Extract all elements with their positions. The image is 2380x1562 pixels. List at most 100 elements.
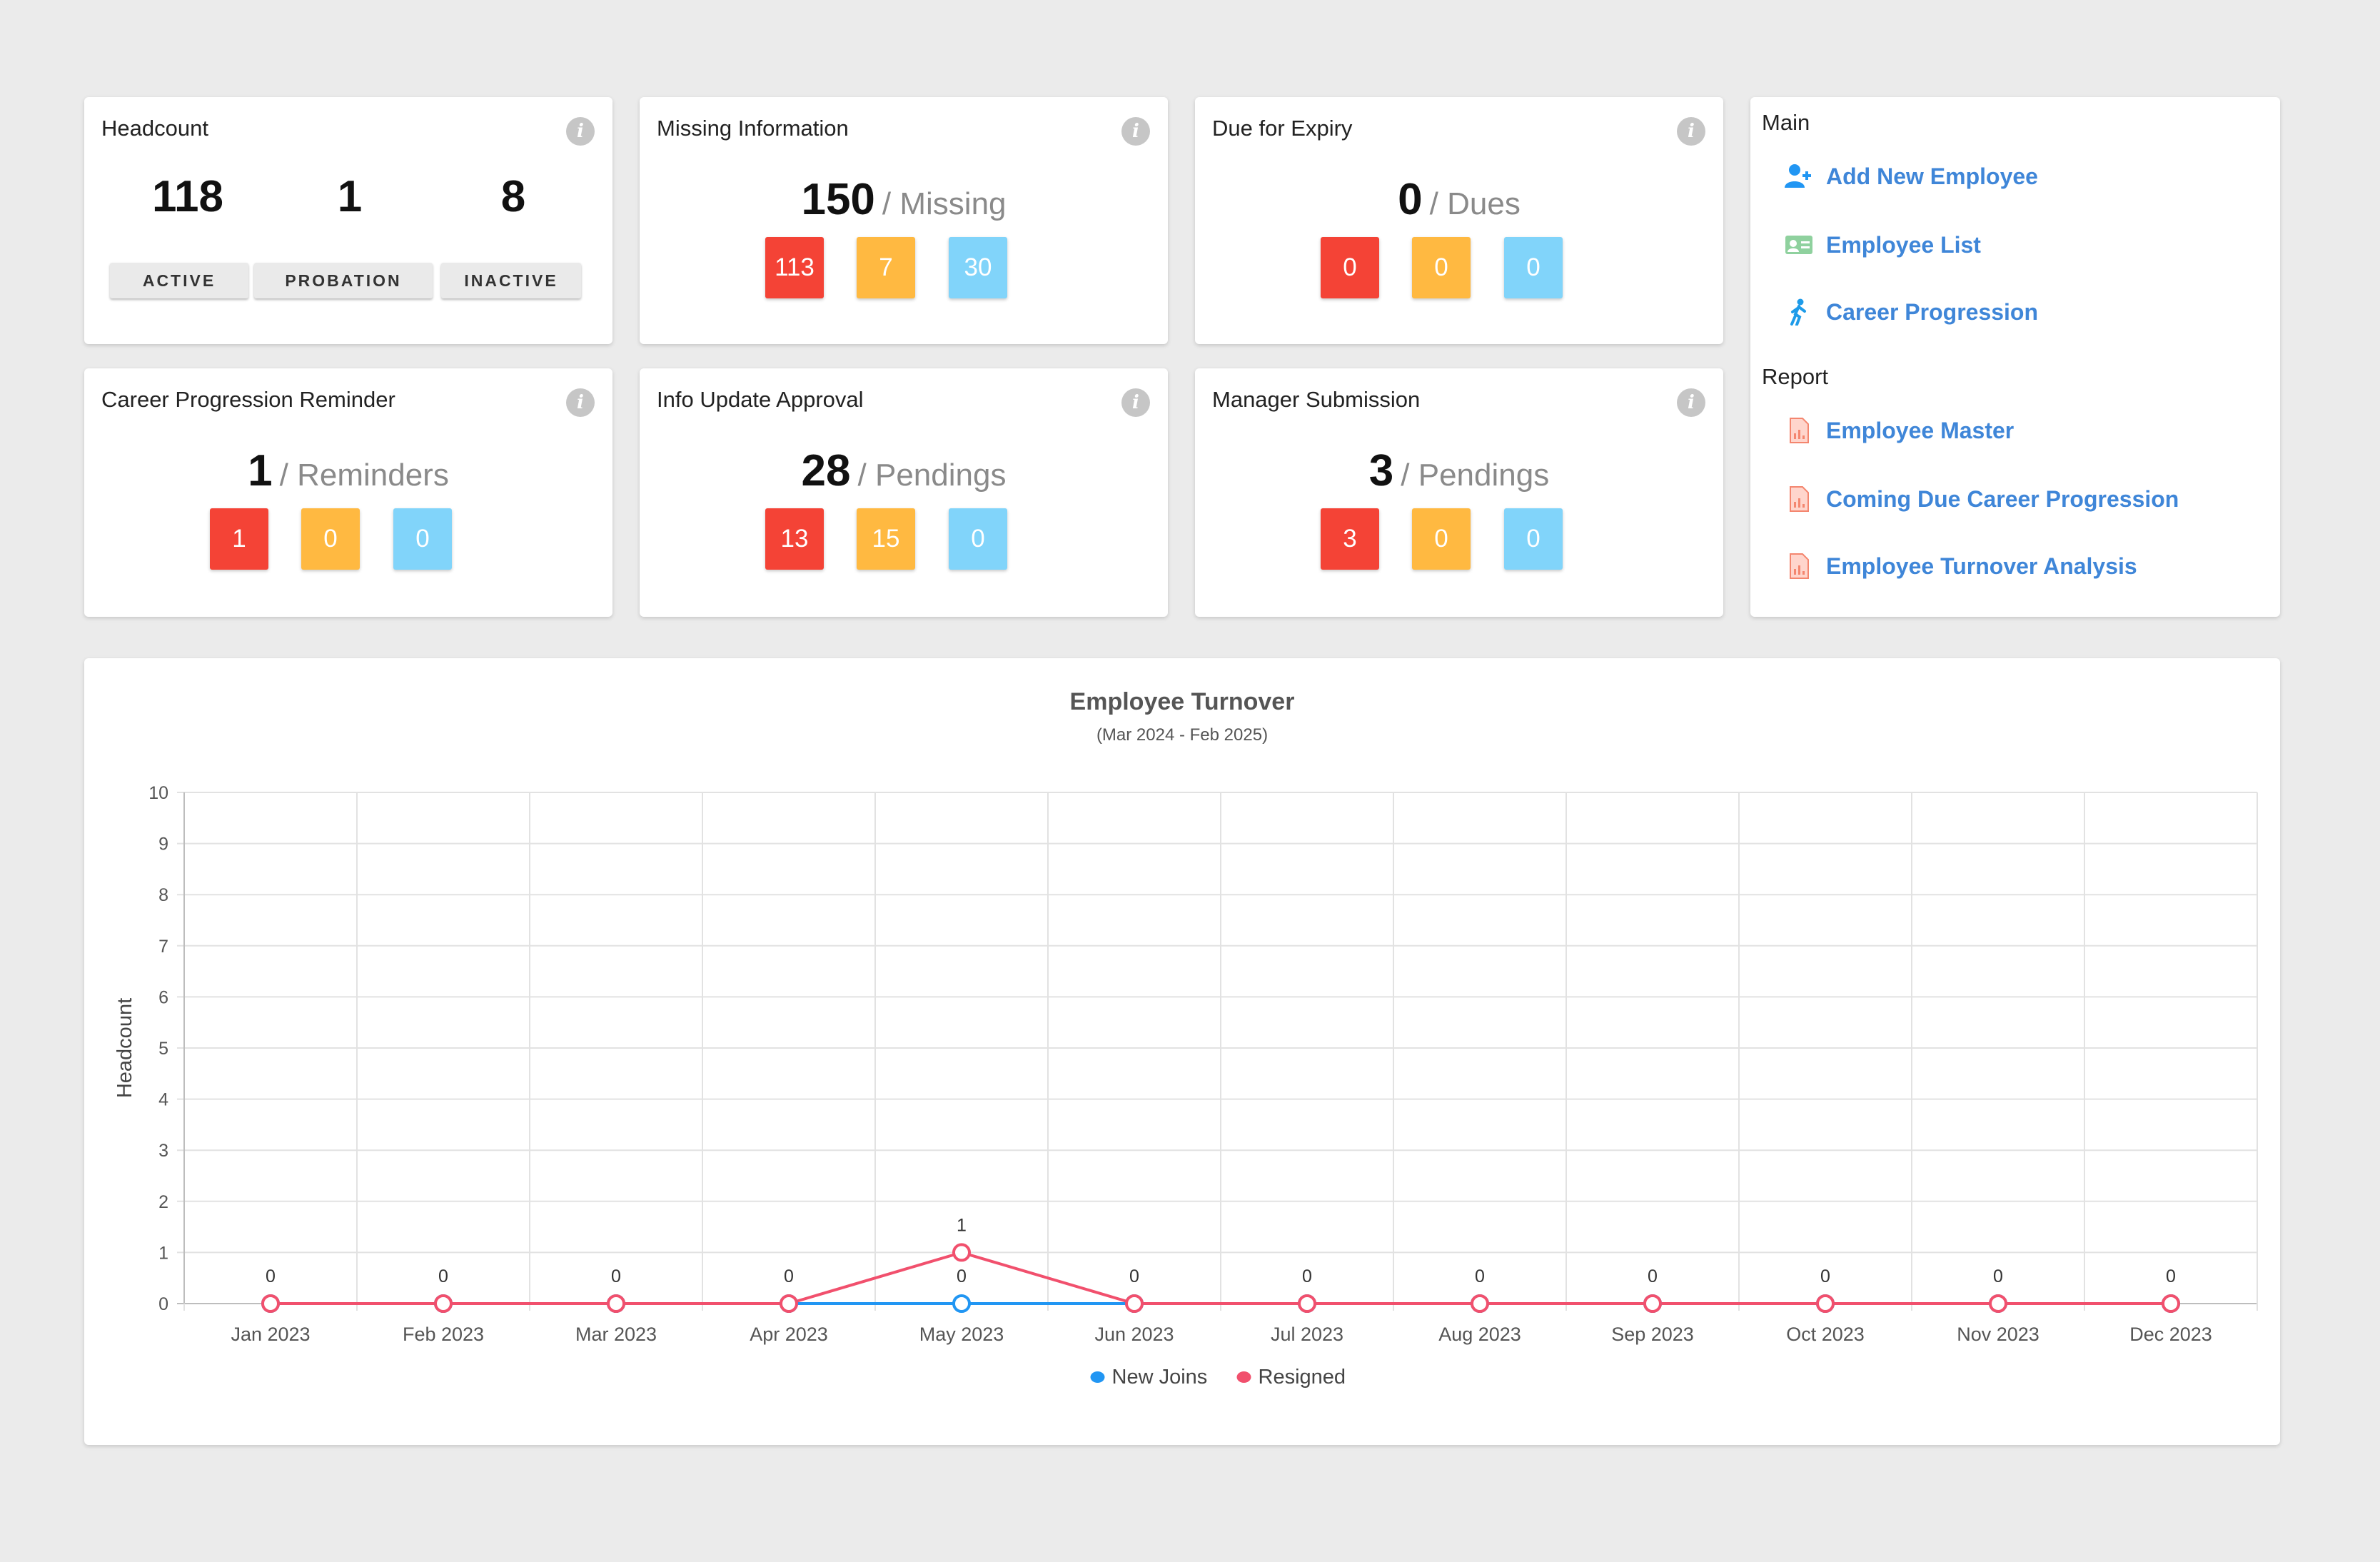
employee-list-link[interactable]: Employee List [1785,228,1981,261]
y-axis-label: Headcount [114,998,136,1098]
info-update-blue-badge[interactable]: 0 [949,508,1007,570]
series-line-1 [271,1251,2171,1305]
expiry-total-value: 0 [1398,175,1423,224]
headcount-card: Headcount i 118 1 8 ACTIVE PROBATION INA… [84,97,612,344]
headcount-title: Headcount [101,116,208,141]
x-tick-label: Oct 2023 [1786,1324,1865,1345]
legend-marker-1 [1236,1371,1251,1383]
x-tick-label: Mar 2023 [575,1324,657,1345]
data-label: 0 [611,1266,621,1286]
series-point-1 [1989,1294,2007,1313]
career-reminder-blue-badge[interactable]: 0 [393,508,452,570]
career-progression-reminder-card: Career Progression Reminder i 1/ Reminde… [84,368,612,617]
chart-title: Employee Turnover [1069,688,1295,715]
series-point-1 [1471,1294,1489,1313]
inactive-count: 8 [500,172,526,221]
expiry-total: 0/ Dues [1195,174,1723,225]
due-for-expiry-title: Due for Expiry [1212,116,1353,141]
add-user-icon [1785,162,1813,191]
series-point-1 [1298,1294,1316,1313]
series-point-1 [1816,1294,1835,1313]
y-tick-label: 10 [148,783,168,803]
y-tick-label: 2 [158,1192,168,1212]
series-point-1 [780,1294,798,1313]
career-progression-label: Career Progression [1826,298,2039,325]
data-label: 0 [2166,1266,2176,1286]
data-label: 0 [438,1266,448,1286]
info-update-orange-badge[interactable]: 15 [857,508,915,570]
y-tick-label: 4 [158,1090,168,1110]
x-tick-label: Sep 2023 [1611,1324,1694,1345]
missing-orange-badge[interactable]: 7 [857,237,915,298]
inactive-button[interactable]: INACTIVE [441,263,581,298]
series-point-1 [1643,1294,1662,1313]
x-tick-label: Dec 2023 [2129,1324,2212,1345]
manager-submission-total-value: 3 [1368,446,1394,495]
missing-blue-badge[interactable]: 30 [949,237,1007,298]
missing-total: 150/ Missing [640,174,1168,225]
x-tick-label: Feb 2023 [403,1324,484,1345]
y-tick-label: 3 [158,1141,168,1161]
data-label: 0 [1129,1266,1139,1286]
career-reminder-title: Career Progression Reminder [101,387,395,412]
info-icon[interactable]: i [1677,117,1705,146]
info-icon[interactable]: i [1121,117,1150,146]
career-reminder-red-badge[interactable]: 1 [210,508,268,570]
info-update-title: Info Update Approval [657,387,864,412]
employee-list-label: Employee List [1826,231,1981,258]
report-section-label: Report [1762,364,1829,389]
data-label: 0 [1475,1266,1485,1286]
manager-submission-orange-badge[interactable]: 0 [1412,508,1471,570]
employee-turnover-chart-card: Employee Turnover (Mar 2024 - Feb 2025) … [84,658,2280,1445]
employee-turnover-analysis-label: Employee Turnover Analysis [1826,553,2137,579]
info-update-red-badge[interactable]: 13 [765,508,824,570]
report-file-icon [1785,416,1813,445]
x-tick-label: Aug 2023 [1438,1324,1521,1345]
career-reminder-orange-badge[interactable]: 0 [301,508,360,570]
career-progression-link[interactable]: Career Progression [1785,296,2038,328]
chart-subtitle: (Mar 2024 - Feb 2025) [1096,725,1269,745]
info-icon[interactable]: i [1677,388,1705,417]
missing-red-badge[interactable]: 113 [765,237,824,298]
employee-master-label: Employee Master [1826,417,2015,443]
y-tick-label: 8 [158,885,168,905]
data-label: 0 [266,1266,276,1286]
info-update-total: 28/ Pendings [640,445,1168,496]
report-file-icon [1785,552,1813,580]
y-tick-label: 6 [158,987,168,1007]
missing-total-suffix: / Missing [882,186,1007,221]
series-point-1 [261,1294,280,1313]
expiry-total-suffix: / Dues [1429,186,1521,221]
series-point-1 [952,1243,971,1262]
probation-button[interactable]: PROBATION [254,263,433,298]
report-file-icon [1785,485,1813,513]
coming-due-career-progression-link[interactable]: Coming Due Career Progression [1785,483,2179,515]
active-button[interactable]: ACTIVE [110,263,248,298]
y-tick-label: 1 [158,1243,168,1263]
info-icon[interactable]: i [1121,388,1150,417]
manager-submission-blue-badge[interactable]: 0 [1504,508,1563,570]
manager-submission-red-badge[interactable]: 3 [1321,508,1379,570]
x-tick-label: Jul 2023 [1271,1324,1343,1345]
active-count: 118 [151,172,224,221]
info-icon[interactable]: i [566,117,595,146]
coming-due-career-progression-label: Coming Due Career Progression [1826,485,2179,512]
employee-master-link[interactable]: Employee Master [1785,414,2014,447]
probation-count: 1 [337,172,363,221]
legend-marker-0 [1090,1371,1105,1383]
data-label: 0 [784,1266,794,1286]
employee-turnover-analysis-link[interactable]: Employee Turnover Analysis [1785,550,2137,583]
walking-person-icon [1785,298,1813,326]
y-tick-label: 5 [158,1039,168,1059]
add-new-employee-label: Add New Employee [1826,163,2038,189]
info-icon[interactable]: i [566,388,595,417]
expiry-red-badge[interactable]: 0 [1321,237,1379,298]
data-label: 1 [957,1215,967,1235]
manager-submission-total: 3/ Pendings [1195,445,1723,496]
due-for-expiry-card: Due for Expiry i 0/ Dues 0 0 0 [1195,97,1723,344]
add-new-employee-link[interactable]: Add New Employee [1785,160,2038,193]
info-update-total-value: 28 [801,446,851,495]
expiry-orange-badge[interactable]: 0 [1412,237,1471,298]
expiry-blue-badge[interactable]: 0 [1504,237,1563,298]
